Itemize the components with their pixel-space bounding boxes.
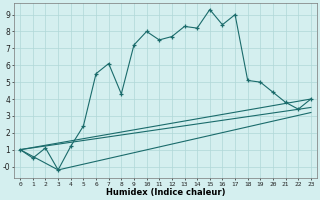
X-axis label: Humidex (Indice chaleur): Humidex (Indice chaleur)	[106, 188, 225, 197]
